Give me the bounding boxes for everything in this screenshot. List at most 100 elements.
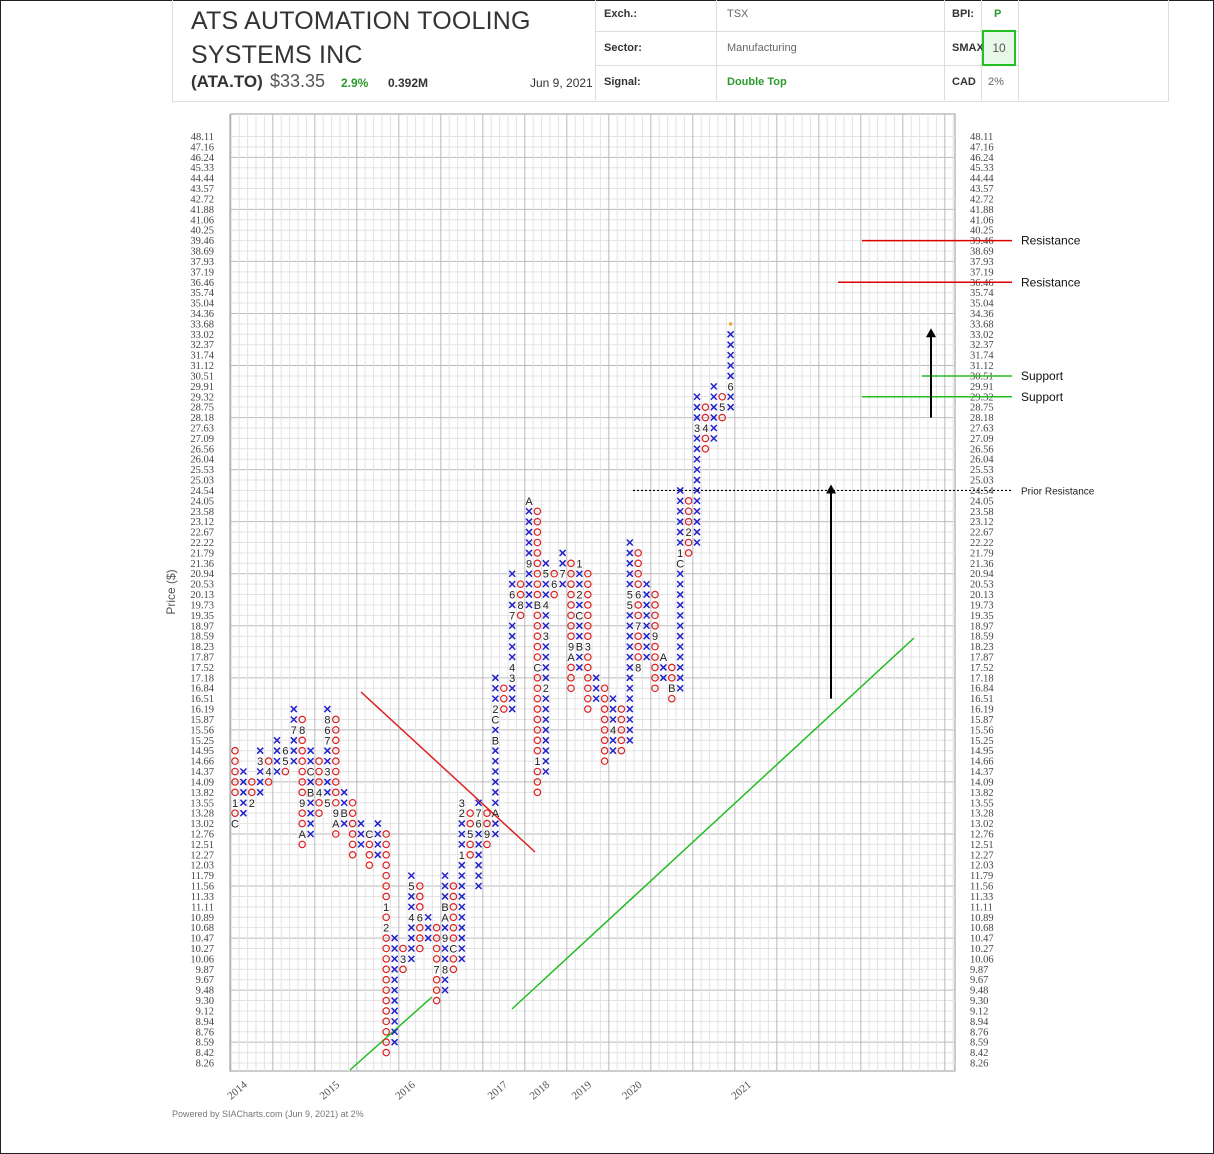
o-box <box>449 955 458 963</box>
o-column: 4 <box>701 403 710 453</box>
o-box <box>533 715 542 724</box>
arrow-head <box>826 484 836 494</box>
price-tick-label: 8.94 <box>196 1017 215 1028</box>
x-box <box>290 715 298 724</box>
bpi-label: BPI: <box>952 8 974 20</box>
o-column: 9 <box>651 590 659 693</box>
o-box <box>432 944 441 953</box>
o-box <box>298 778 307 786</box>
month-marker: 1 <box>383 902 389 914</box>
signal-value: Double Top <box>727 76 787 88</box>
x-box <box>357 830 365 838</box>
o-column: A 9 8 <box>298 715 307 849</box>
o-box <box>382 955 391 963</box>
o-column: 4 <box>315 757 323 817</box>
month-marker: 1 <box>576 558 582 570</box>
o-box <box>432 996 441 1005</box>
o-box <box>533 684 542 693</box>
o-box <box>415 923 424 932</box>
price-tick-label: 27.63 <box>970 423 994 434</box>
x-box <box>475 872 483 880</box>
o-box <box>382 871 391 880</box>
price-tick-label: 47.16 <box>190 142 214 153</box>
year-label: 2020 <box>620 1079 645 1103</box>
month-marker: 4 <box>266 767 272 779</box>
x-box <box>307 747 315 755</box>
currency-label: CAD <box>952 76 976 88</box>
month-marker: 9 <box>442 933 448 945</box>
x-box <box>542 736 550 744</box>
month-marker: C <box>575 610 583 622</box>
price-tick-label: 19.73 <box>190 600 214 611</box>
o-box <box>348 830 357 838</box>
price-tick-label: 28.75 <box>970 403 994 414</box>
month-marker: 4 <box>543 600 549 612</box>
x-box <box>693 538 701 547</box>
x-box <box>323 778 331 786</box>
o-box <box>449 882 458 890</box>
x-box <box>542 674 550 682</box>
price-tick-label: 13.02 <box>970 819 994 830</box>
x-box <box>407 924 415 932</box>
exchange-value: TSX <box>727 8 749 20</box>
x-box <box>441 924 449 932</box>
price-tick-label: 28.18 <box>970 413 994 424</box>
x-box <box>626 653 634 661</box>
o-box <box>617 705 626 713</box>
o-box <box>483 809 491 817</box>
o-box <box>567 632 575 640</box>
o-box <box>298 746 307 755</box>
o-box <box>315 757 323 765</box>
price-tick-label: 18.59 <box>190 632 214 643</box>
o-box <box>583 674 592 682</box>
o-box <box>382 850 391 859</box>
x-box <box>407 903 415 911</box>
x-box <box>542 747 550 755</box>
downtrend-line <box>360 691 536 853</box>
price-tick-label: 19.73 <box>970 600 994 611</box>
price-tick-label: 16.19 <box>970 705 994 716</box>
x-box <box>307 799 315 807</box>
o-box <box>567 621 575 630</box>
x-box <box>626 695 634 703</box>
price-tick-label: 16.19 <box>190 705 214 716</box>
year-label: 2019 <box>570 1079 595 1103</box>
footer-credit: Powered by SIACharts.com (Jun 9, 2021) a… <box>172 1109 364 1119</box>
o-box <box>533 549 542 557</box>
x-column <box>391 934 399 1046</box>
o-box <box>651 642 659 651</box>
x-column: 3 <box>256 747 264 796</box>
o-box <box>449 934 458 942</box>
price-tick-label: 14.09 <box>190 777 214 788</box>
annotation-label: Support <box>1021 390 1064 404</box>
x-box <box>391 944 399 953</box>
x-column: B C 2 1 <box>575 558 583 671</box>
price-tick-label: 25.53 <box>190 465 214 476</box>
month-marker: 6 <box>417 912 423 924</box>
month-marker: C <box>307 767 315 779</box>
o-box <box>533 788 542 797</box>
price-tick-label: 33.02 <box>970 330 994 341</box>
x-column: A BC2 <box>491 674 500 838</box>
x-box <box>643 601 651 609</box>
x-box <box>626 611 634 619</box>
o-box <box>634 653 643 661</box>
o-box <box>382 1007 391 1015</box>
month-marker: C <box>491 714 499 726</box>
o-column: 56 <box>281 746 290 776</box>
o-box <box>533 507 542 516</box>
price-tick-label: 12.03 <box>970 861 994 872</box>
x-box <box>458 913 466 921</box>
month-marker: 6 <box>509 590 515 602</box>
header-divider <box>595 0 596 100</box>
o-box <box>583 601 592 609</box>
x-box <box>676 632 684 640</box>
header-divider <box>595 65 1019 66</box>
o-box <box>315 798 323 807</box>
x-box <box>542 622 550 630</box>
x-box <box>491 799 499 807</box>
x-box <box>693 403 701 411</box>
x-box <box>307 830 315 838</box>
price-tick-label: 9.30 <box>970 996 988 1007</box>
company-name-line2: SYSTEMS INC <box>191 41 363 69</box>
